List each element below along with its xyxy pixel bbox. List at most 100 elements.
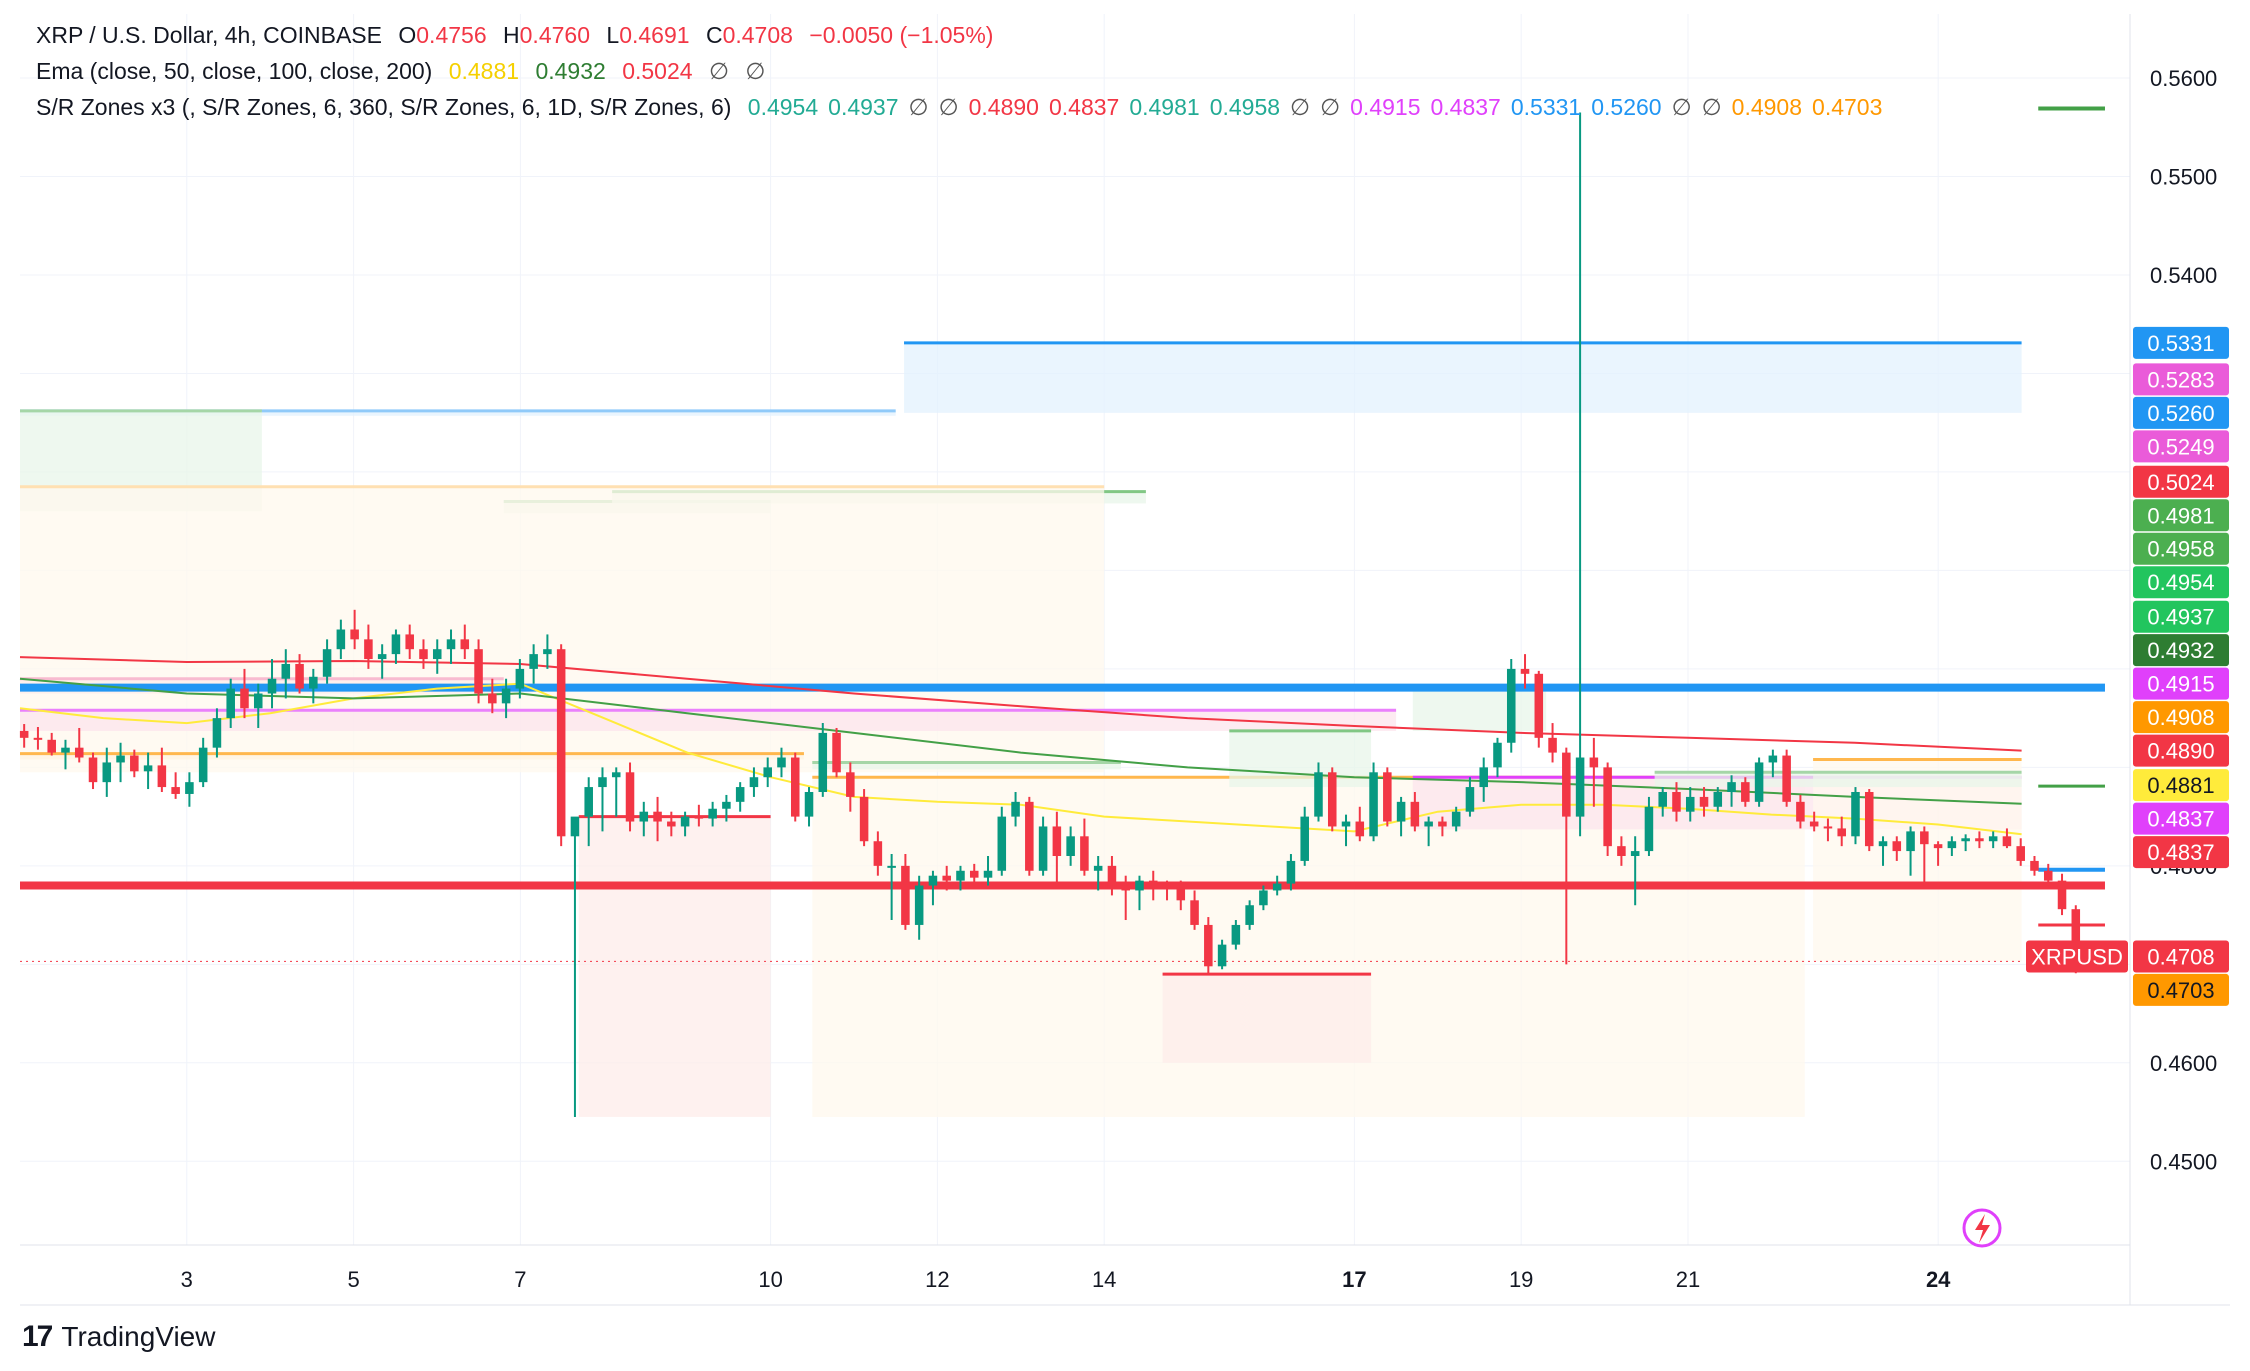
- candle: [1548, 723, 1557, 763]
- candle: [501, 678, 511, 719]
- candle-body: [1961, 838, 1970, 842]
- lightning-icon[interactable]: [1962, 1208, 2002, 1248]
- candle-body: [1975, 838, 1984, 842]
- candle: [336, 619, 346, 660]
- candle: [1410, 791, 1420, 832]
- candle-body: [1479, 767, 1488, 788]
- candle-body: [1438, 821, 1447, 827]
- candle-body: [1162, 885, 1172, 888]
- sr-value-0: 0.4954: [747, 94, 819, 120]
- price-label-text: 0.4958: [2147, 537, 2214, 562]
- candle-body: [1988, 836, 1998, 842]
- candle-body: [1534, 673, 1544, 738]
- candle: [584, 777, 593, 847]
- candle-body: [983, 870, 993, 878]
- candle: [474, 639, 483, 704]
- sr-zone: [578, 816, 771, 1117]
- candle: [61, 739, 70, 770]
- price-label-text: 0.4937: [2147, 605, 2214, 630]
- candle: [1713, 787, 1723, 812]
- candle-body: [474, 649, 483, 694]
- candle: [74, 727, 84, 763]
- candle: [1465, 777, 1475, 817]
- candle: [1685, 787, 1695, 822]
- sr-zone: [20, 710, 1397, 731]
- price-label: 0.4958: [2133, 532, 2229, 565]
- candle-body: [1796, 801, 1805, 822]
- price-label-text: 0.5249: [2147, 434, 2214, 459]
- candle: [859, 789, 869, 847]
- candle-body: [1493, 742, 1502, 768]
- candle: [295, 654, 304, 694]
- candle-body: [1066, 836, 1075, 857]
- candle-body: [130, 755, 139, 772]
- candle-body: [1314, 772, 1323, 817]
- x-tick-label: 5: [347, 1267, 359, 1292]
- high-label: H0.4760: [503, 22, 590, 48]
- candle: [1038, 816, 1048, 876]
- price-label: 0.4932: [2133, 634, 2229, 667]
- price-label: 0.5283: [2133, 363, 2229, 396]
- ema100-value: 0.4932: [535, 58, 606, 84]
- price-label-bg: [2133, 363, 2229, 396]
- candle: [1809, 811, 1819, 832]
- candle-body: [102, 762, 112, 783]
- price-label-bg: [2133, 973, 2229, 1006]
- tradingview-brand: TradingView: [61, 1321, 216, 1352]
- price-label-text: 0.5260: [2147, 401, 2214, 426]
- candle-body: [1699, 796, 1709, 807]
- sr-value-2: ∅: [908, 94, 929, 120]
- candle-body: [1190, 900, 1199, 925]
- candle: [749, 767, 759, 797]
- candle-body: [694, 816, 704, 819]
- candle: [1961, 834, 1970, 852]
- candle-body: [488, 693, 497, 704]
- price-label-bg: [2133, 465, 2229, 498]
- candle-body: [2043, 870, 2053, 881]
- candle: [708, 801, 717, 827]
- sr-zone: [20, 753, 804, 760]
- candle: [1204, 917, 1213, 975]
- price-label-text: 0.5331: [2147, 331, 2214, 356]
- sr-zone: [812, 762, 1121, 770]
- candle-body: [1259, 890, 1268, 906]
- price-label: 0.4708: [2133, 940, 2229, 973]
- candle: [1286, 854, 1296, 891]
- candle-body: [570, 816, 580, 837]
- x-tick-label: 17: [1342, 1267, 1366, 1292]
- candle-body: [846, 772, 855, 797]
- candle-body: [88, 757, 98, 783]
- candle-body: [1011, 801, 1020, 817]
- price-label-bg: [2133, 326, 2229, 359]
- open-label: O0.4756: [398, 22, 487, 48]
- candle: [47, 732, 56, 756]
- candle: [1025, 796, 1034, 876]
- candle: [1355, 806, 1365, 842]
- candle: [1920, 826, 1929, 886]
- candle: [1272, 875, 1282, 896]
- candle-body: [1809, 821, 1819, 827]
- candle-body: [1713, 791, 1723, 807]
- candle: [983, 856, 993, 886]
- candle: [1011, 791, 1020, 827]
- candle: [1699, 787, 1709, 817]
- candle-body: [942, 875, 951, 881]
- sr-value-15: ∅: [1701, 94, 1722, 120]
- candle: [529, 644, 538, 684]
- x-tick-label: 24: [1926, 1267, 1951, 1292]
- candle-body: [818, 732, 828, 792]
- candle-body: [1603, 767, 1612, 847]
- candle-body: [226, 688, 235, 719]
- sr-value-4: 0.4890: [968, 94, 1039, 120]
- candle: [1176, 880, 1186, 911]
- candle: [735, 782, 745, 812]
- candle: [350, 609, 359, 650]
- candle: [653, 796, 662, 842]
- candle: [1148, 870, 1158, 901]
- candle-body: [969, 870, 979, 878]
- tradingview-logo[interactable]: 17 TradingView: [22, 1320, 215, 1354]
- price-label-bg: [2133, 734, 2229, 767]
- candle-body: [116, 755, 125, 763]
